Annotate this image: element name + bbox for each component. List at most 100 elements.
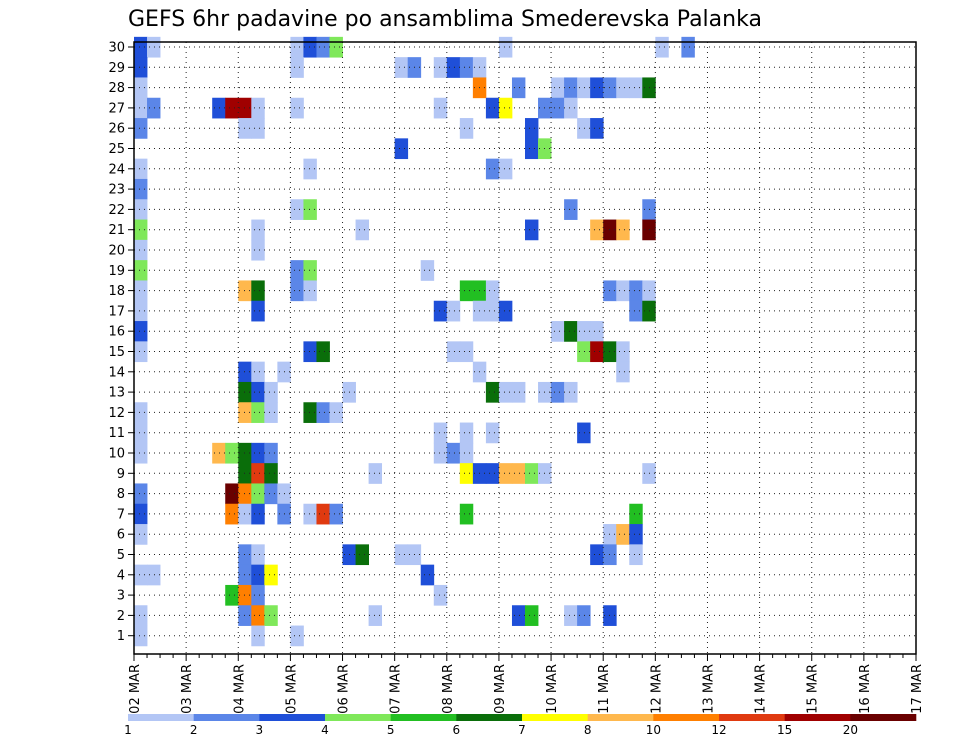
heatmap-cell [251,280,265,302]
y-tick-label: 6 [117,528,125,543]
heatmap-cell [212,442,226,464]
heatmap-cell [551,321,565,342]
colorbar-swatch [850,714,917,721]
x-axis: 02 MAR 03 MAR 04 MAR 05 MAR 06 MAR 07 MAR 08 M… [128,654,925,714]
heatmap-cell [616,341,630,363]
y-tick-label: 15 [108,345,125,360]
heatmap-cell [564,381,578,403]
heatmap-cell [433,97,448,119]
heatmap-cell [134,341,148,363]
heatmap-cell [446,57,461,78]
heatmap-cell [290,260,304,281]
heatmap-cell [616,524,630,545]
heatmap-cell [525,605,539,626]
colorbar-swatch [390,714,457,721]
heatmap-cell [290,199,304,220]
heatmap-cell [590,219,604,241]
heatmap-cell [525,138,539,160]
heatmap-cell [303,199,317,220]
heatmap-cell [251,402,265,423]
heatmap-cell [590,77,604,99]
heatmap-cell [134,321,148,342]
y-tick-label: 26 [108,122,125,137]
heatmap-cell [577,321,591,342]
heatmap-cell [303,402,317,423]
y-tick-label: 22 [108,203,125,218]
heatmap-cell [134,625,148,647]
heatmap-cell [316,36,330,58]
heatmap-cell [394,544,409,566]
heatmap-cell [303,341,317,363]
heatmap-cell [134,219,148,241]
y-tick-label: 25 [108,142,125,157]
heatmap-cell [134,564,148,586]
colorbar-swatch [719,714,785,721]
y-tick-label: 23 [108,183,125,198]
heatmap-cell [290,280,304,302]
colorbar-label: 2 [190,723,198,737]
heatmap-cell [590,321,604,342]
x-tick-label: 10 MAR [545,664,560,714]
x-tick-label: 14 MAR [754,664,769,714]
heatmap-cell [485,97,500,119]
y-tick-label: 28 [108,81,125,96]
heatmap-cell [485,463,500,484]
heatmap-cell [525,118,539,139]
heatmap-cell [134,260,148,281]
y-tick-label: 30 [108,41,125,56]
heatmap-cell [134,36,148,58]
heatmap-cell [316,402,330,423]
heatmap-cell [134,77,148,99]
colorbar-label: 5 [387,723,395,737]
heatmap-cell [316,503,330,525]
heatmap-cell [251,239,265,261]
heatmap-cell [251,97,265,119]
heatmap-cell [147,564,161,586]
heatmap-cell [511,77,526,99]
y-tick-label: 4 [117,568,125,583]
y-tick-label: 19 [108,264,125,279]
y-tick-label: 3 [117,589,125,604]
heatmap-cell [251,219,265,241]
x-tick-label: 09 MAR [493,664,508,714]
heatmap-cell [134,422,148,444]
heatmap-cell [134,239,148,261]
x-tick-label: 13 MAR [701,664,716,714]
heatmap-cell [394,57,409,78]
heatmap-cell [433,422,448,444]
colorbar-swatch [784,714,851,721]
heatmap-cell [290,97,304,119]
heatmap-cell [251,361,265,383]
heatmap-cell [629,544,643,566]
heatmap-cell [564,97,578,119]
heatmap-cell [498,381,513,403]
colorbar-swatch [522,714,588,721]
heatmap-cell [225,442,239,464]
heatmap-cell [355,219,369,241]
x-tick-label: 11 MAR [597,664,612,714]
heatmap-cell [368,605,383,626]
colorbar: 1 2 3 4 5 6 7 8 10 12 15 20 [124,714,917,737]
heatmap-cell [134,483,148,505]
heatmap-cell [681,36,695,58]
heatmap-cell [525,463,539,484]
heatmap-cell [629,503,643,525]
heatmap-cell [485,280,500,302]
colorbar-swatch [587,714,654,721]
y-tick-label: 11 [108,426,125,441]
heatmap-cell [251,442,265,464]
heatmap-cell [590,544,604,566]
heatmap-cell [147,97,161,119]
heatmap-cell [485,158,500,180]
heatmap-cell [134,178,148,200]
heatmap-cell [433,300,448,322]
x-tick-label: 05 MAR [284,664,299,714]
heatmap-cell [459,118,474,139]
y-tick-label: 17 [108,304,125,319]
heatmap-cell [459,463,474,484]
heatmap-cell [485,381,500,403]
heatmap-cell [525,219,539,241]
heatmap-cell [564,321,578,342]
x-tick-label: 17 MAR [910,664,925,714]
